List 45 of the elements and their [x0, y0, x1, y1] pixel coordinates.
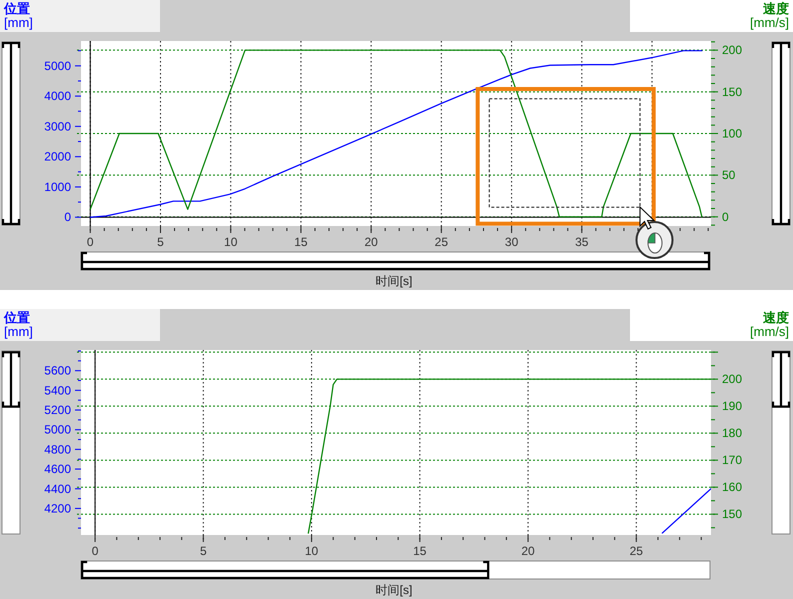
y2-tick-label: 200: [722, 372, 742, 386]
x-axis-title: 时间[s]: [376, 583, 412, 597]
y-tick-label: 5400: [44, 383, 72, 398]
y-tick-label: 5000: [44, 422, 72, 437]
x-axis-title: 时间[s]: [376, 274, 412, 288]
y-tick-label: 2000: [44, 150, 72, 164]
y-tick-label: 5600: [44, 364, 72, 378]
x-tick-label: 15: [413, 544, 427, 558]
x-tick-label: 0: [86, 235, 94, 249]
y2-axis-title: 速度 [mm/s]: [750, 1, 789, 30]
y2-tick-label: 0: [722, 210, 729, 224]
x-tick-label: 5: [200, 544, 207, 558]
y2-axis-title: 速度 [mm/s]: [750, 310, 789, 339]
y2-tick-label: 180: [722, 426, 742, 440]
y2-tick-label: 170: [722, 453, 742, 468]
y-tick-label: 1000: [44, 180, 72, 194]
y-tick-label: 5200: [44, 403, 72, 418]
x-tick-label: 25: [434, 235, 448, 249]
y-tick-label: 5000: [44, 58, 72, 73]
y2-tick-label: 50: [722, 168, 736, 182]
x-tick-label: 25: [630, 544, 644, 558]
x-tick-label: 10: [224, 235, 238, 249]
x-tick-label: 10: [304, 544, 319, 558]
y-tick-label: 4400: [44, 482, 72, 496]
y-tick-label: 4000: [44, 89, 72, 104]
x-tick-label: 5: [157, 235, 164, 249]
x-tick-label: 30: [504, 235, 519, 249]
y2-tick-label: 190: [722, 399, 742, 414]
x-tick-label: 15: [294, 235, 308, 249]
x-tick-label: 0: [92, 544, 99, 558]
x-tick-label: 20: [364, 235, 378, 249]
y-tick-label: 3000: [44, 119, 72, 134]
y2-tick-label: 160: [722, 480, 742, 494]
y2-tick-label: 150: [722, 507, 742, 522]
y-tick-label: 4600: [44, 462, 72, 476]
y2-tick-label: 100: [722, 126, 742, 140]
y2-tick-label: 150: [722, 84, 742, 99]
y-tick-label: 4200: [44, 501, 72, 516]
y2-tick-label: 200: [722, 43, 742, 58]
x-tick-label: 35: [575, 235, 589, 249]
x-tick-label: 20: [521, 544, 536, 558]
y-tick-label: 0: [64, 210, 72, 224]
y-axis-title: 位置 [mm]: [3, 310, 33, 339]
y-axis-title: 位置 [mm]: [3, 1, 33, 30]
y-tick-label: 4800: [44, 442, 72, 456]
